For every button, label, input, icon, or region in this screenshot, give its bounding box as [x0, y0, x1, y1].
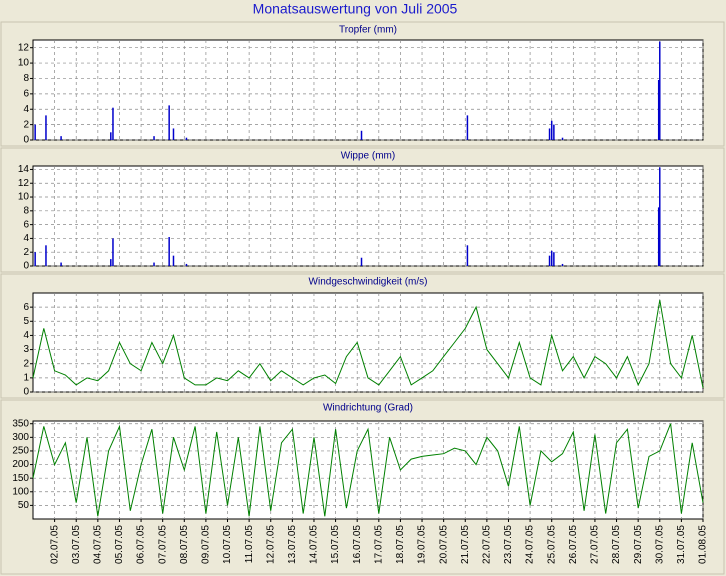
y-tick-label: 2: [23, 358, 29, 369]
x-tick-label: 02.07.05: [49, 525, 60, 564]
y-tick-label: 350: [12, 418, 29, 429]
x-tick-label: 16.07.05: [352, 525, 363, 564]
y-tick-label: 3: [23, 344, 29, 355]
y-tick-label: 5: [23, 316, 29, 327]
y-tick-label: 12: [18, 178, 30, 189]
x-tick-label: 25.07.05: [546, 525, 557, 564]
x-tick-label: 23.07.05: [503, 525, 514, 564]
x-tick-label: 20.07.05: [438, 525, 449, 564]
y-tick-label: 2: [23, 247, 29, 258]
y-tick-label: 4: [23, 233, 29, 244]
x-tick-label: 17.07.05: [373, 525, 384, 564]
y-tick-label: 0: [23, 135, 29, 146]
x-tick-label: 10.07.05: [222, 525, 233, 564]
panel-title: Windgeschwindigkeit (m/s): [309, 277, 428, 288]
series-line: [32, 300, 704, 388]
x-tick-label: 14.07.05: [309, 525, 320, 564]
series-line: [32, 423, 704, 517]
x-tick-label: 18.07.05: [395, 525, 406, 564]
y-tick-label: 14: [18, 164, 30, 175]
y-tick-label: 300: [12, 432, 29, 443]
x-tick-label: 30.07.05: [654, 525, 665, 564]
x-tick-label: 21.07.05: [460, 525, 471, 564]
plot-area: [32, 39, 704, 141]
x-tick-label: 09.07.05: [201, 525, 212, 564]
y-tick-label: 4: [23, 104, 29, 115]
x-tick-label: 15.07.05: [330, 525, 341, 564]
x-tick-label: 31.07.05: [676, 525, 687, 564]
y-tick-label: 50: [18, 500, 30, 511]
x-tick-label: 26.07.05: [568, 525, 579, 564]
x-tick-label: 07.07.05: [157, 525, 168, 564]
y-tick-label: 250: [12, 446, 29, 457]
y-tick-label: 6: [23, 302, 29, 313]
y-tick-label: 200: [12, 459, 29, 470]
x-tick-label: 13.07.05: [287, 525, 298, 564]
x-tick-label: 08.07.05: [179, 525, 190, 564]
y-tick-label: 2: [23, 119, 29, 130]
y-tick-label: 10: [18, 58, 30, 69]
y-tick-label: 100: [12, 486, 29, 497]
y-tick-label: 150: [12, 473, 29, 484]
y-tick-label: 6: [23, 219, 29, 230]
x-tick-label: 19.07.05: [417, 525, 428, 564]
panel-title: Wippe (mm): [341, 151, 395, 162]
y-tick-label: 8: [23, 205, 29, 216]
y-tick-label: 8: [23, 73, 29, 84]
x-tick-label: 11.07.05: [244, 525, 255, 564]
y-tick-label: 10: [18, 192, 30, 203]
panel-title: Windrichtung (Grad): [323, 403, 413, 414]
x-tick-label: 29.07.05: [633, 525, 644, 564]
x-tick-label: 27.07.05: [590, 525, 601, 564]
x-tick-label: 12.07.05: [265, 525, 276, 564]
x-tick-label: 06.07.05: [136, 525, 147, 564]
x-tick-label: 24.07.05: [525, 525, 536, 564]
y-tick-label: 0: [23, 261, 29, 272]
x-tick-label: 22.07.05: [482, 525, 493, 564]
y-tick-label: 6: [23, 88, 29, 99]
x-tick-label: 04.07.05: [92, 525, 103, 564]
y-tick-label: 1: [23, 372, 29, 383]
x-tick-label: 03.07.05: [71, 525, 82, 564]
panel-title: Tropfer (mm): [339, 25, 397, 36]
plot-area: [32, 165, 704, 267]
y-tick-label: 4: [23, 330, 29, 341]
y-tick-label: 0: [23, 387, 29, 398]
x-tick-label: 05.07.05: [114, 525, 125, 564]
page-title: Monatsauswertung von Juli 2005: [253, 1, 458, 17]
y-tick-label: 12: [18, 42, 30, 53]
plot-area: [32, 420, 704, 520]
plot-area: [32, 292, 704, 393]
x-tick-label: 28.07.05: [611, 525, 622, 564]
x-tick-label: 01.08.05: [698, 525, 709, 564]
